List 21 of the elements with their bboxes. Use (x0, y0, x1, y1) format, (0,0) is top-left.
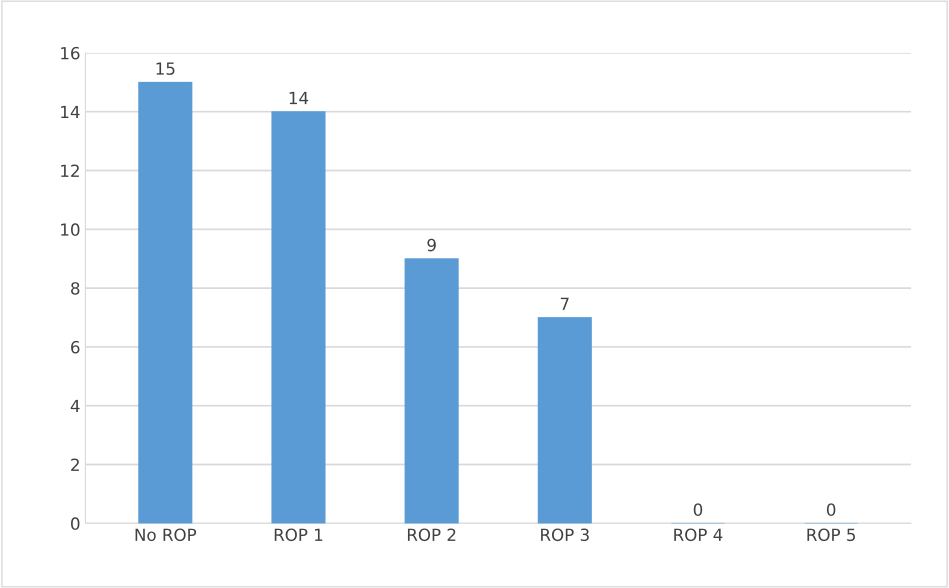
y-tick-label: 16 (61, 46, 80, 60)
y-tick-label: 4 (70, 400, 80, 412)
x-tick-label: ROP 4 (674, 528, 722, 542)
x-tick-label: ROP 5 (807, 528, 856, 542)
data-label: 7 (560, 298, 569, 310)
data-label: 0 (694, 503, 702, 516)
x-tick-label: No ROP (136, 528, 196, 542)
x-tick-label: ROP 2 (408, 528, 456, 542)
y-tick-label: 6 (71, 340, 80, 354)
data-label: 0 (826, 503, 836, 516)
y-tick-label: 14 (61, 106, 80, 118)
y-tick-label: 2 (71, 458, 79, 471)
x-tick-label: ROP 3 (541, 528, 589, 542)
data-label: 14 (290, 92, 308, 104)
y-tick-label: 10 (61, 223, 80, 236)
data-label: 15 (156, 62, 174, 75)
y-tick-label: 0 (71, 517, 80, 530)
data-label: 9 (427, 238, 436, 252)
x-tick-label: ROP 1 (274, 528, 322, 542)
y-tick-label: 8 (71, 282, 80, 295)
y-tick-label: 12 (61, 164, 79, 177)
